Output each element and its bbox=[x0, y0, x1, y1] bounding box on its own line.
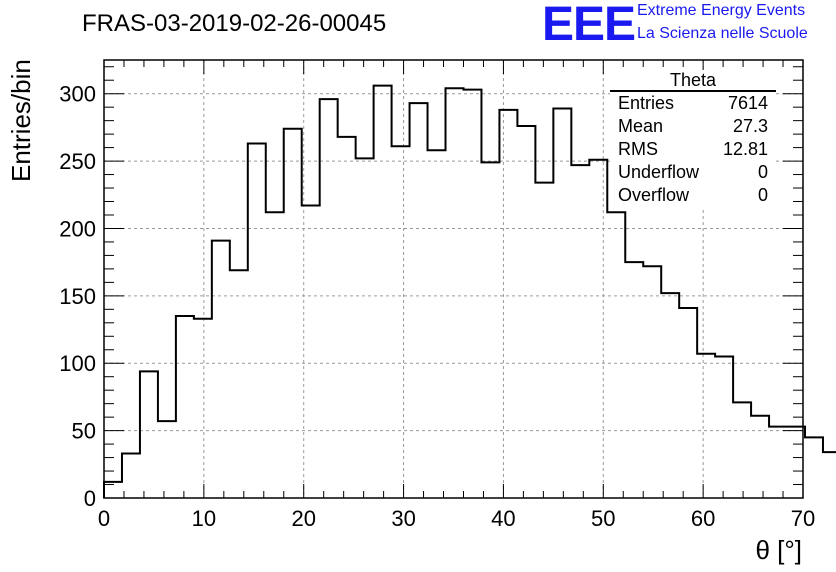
x-tick-label: 10 bbox=[192, 506, 216, 531]
stats-label: Underflow bbox=[618, 162, 700, 182]
histogram-bin bbox=[535, 183, 553, 498]
histogram-bin bbox=[697, 354, 715, 498]
histogram-bin bbox=[463, 90, 481, 498]
x-tick-label: 70 bbox=[791, 506, 815, 531]
stats-value: 12.81 bbox=[722, 139, 768, 159]
logo-line-1: Extreme Energy Events bbox=[637, 2, 806, 19]
histogram-bin bbox=[823, 452, 836, 498]
histogram-bin bbox=[446, 88, 464, 498]
histogram-bin bbox=[571, 165, 589, 498]
stats-value: 7614 bbox=[727, 93, 768, 113]
y-tick-label: 0 bbox=[84, 486, 96, 511]
y-tick-label: 150 bbox=[59, 284, 96, 309]
histogram-bin bbox=[643, 266, 661, 498]
histogram-bin bbox=[769, 427, 787, 498]
y-axis-label: Entries/bin bbox=[6, 59, 36, 182]
histogram-bin bbox=[715, 356, 733, 498]
histogram-bin bbox=[607, 212, 625, 498]
stats-label: RMS bbox=[618, 139, 658, 159]
histogram-bin bbox=[553, 109, 571, 498]
x-tick-label: 50 bbox=[591, 506, 615, 531]
x-tick-label: 30 bbox=[391, 506, 415, 531]
histogram-bin bbox=[428, 150, 446, 498]
histogram-bin bbox=[374, 86, 392, 498]
histogram-bin bbox=[140, 371, 158, 498]
histogram-bin bbox=[517, 126, 535, 498]
y-tick-label: 300 bbox=[59, 82, 96, 107]
histogram-bin bbox=[158, 421, 176, 498]
histogram-bin bbox=[679, 308, 697, 498]
histogram-bin bbox=[320, 99, 338, 498]
stats-row-mean: Mean 27.3 bbox=[610, 115, 776, 138]
stats-value: 0 bbox=[757, 185, 768, 205]
stats-row-underflow: Underflow 0 bbox=[610, 161, 776, 184]
y-tick-label: 50 bbox=[72, 419, 96, 444]
histogram-bin bbox=[266, 212, 284, 498]
histogram-bin bbox=[212, 241, 230, 498]
histogram-bin bbox=[805, 437, 823, 498]
histogram-bin bbox=[499, 110, 517, 498]
plot-frame bbox=[103, 59, 804, 499]
stats-title: Theta bbox=[610, 70, 776, 92]
stats-box: Theta Entries 7614 Mean 27.3 RMS 12.81 U… bbox=[610, 70, 776, 207]
stats-label: Overflow bbox=[618, 185, 690, 205]
histogram-bin bbox=[733, 402, 751, 498]
eee-logo: EEE bbox=[542, 0, 636, 51]
histogram-bin bbox=[284, 129, 302, 498]
y-tick-label: 200 bbox=[59, 216, 96, 241]
histogram-bin bbox=[302, 206, 320, 498]
x-tick-label: 60 bbox=[691, 506, 715, 531]
histogram-bin bbox=[661, 293, 679, 498]
y-tick-label: 250 bbox=[59, 149, 96, 174]
histogram-bin bbox=[230, 270, 248, 498]
stats-row-entries: Entries 7614 bbox=[610, 92, 776, 115]
x-tick-label: 0 bbox=[98, 506, 110, 531]
stats-label: Mean bbox=[618, 116, 664, 136]
histogram-bin bbox=[122, 454, 140, 498]
x-tick-label: 20 bbox=[291, 506, 315, 531]
stats-label: Entries bbox=[618, 93, 675, 113]
stats-row-rms: RMS 12.81 bbox=[610, 138, 776, 161]
histogram-bin bbox=[589, 160, 607, 498]
histogram-bin bbox=[194, 319, 212, 498]
histogram-bin bbox=[176, 316, 194, 498]
stats-row-overflow: Overflow 0 bbox=[610, 184, 776, 207]
histogram-bin bbox=[625, 262, 643, 498]
y-tick-label: 100 bbox=[59, 351, 96, 376]
histogram-outline bbox=[103, 84, 836, 498]
histogram-bin bbox=[248, 144, 266, 498]
histogram-bin bbox=[410, 103, 428, 498]
page-title: FRAS-03-2019-02-26-00045 bbox=[82, 10, 387, 37]
x-tick-label: 40 bbox=[491, 506, 515, 531]
histogram-bin bbox=[481, 162, 499, 498]
histogram-bin bbox=[338, 137, 356, 498]
x-axis-label: θ [°] bbox=[755, 535, 802, 565]
histogram-bin bbox=[751, 416, 769, 498]
stats-value: 0 bbox=[757, 162, 768, 182]
histogram-bin bbox=[356, 158, 374, 498]
histogram-bin bbox=[392, 146, 410, 498]
logo-line-2: La Scienza nelle Scuole bbox=[637, 25, 808, 42]
stats-value: 27.3 bbox=[732, 116, 768, 136]
